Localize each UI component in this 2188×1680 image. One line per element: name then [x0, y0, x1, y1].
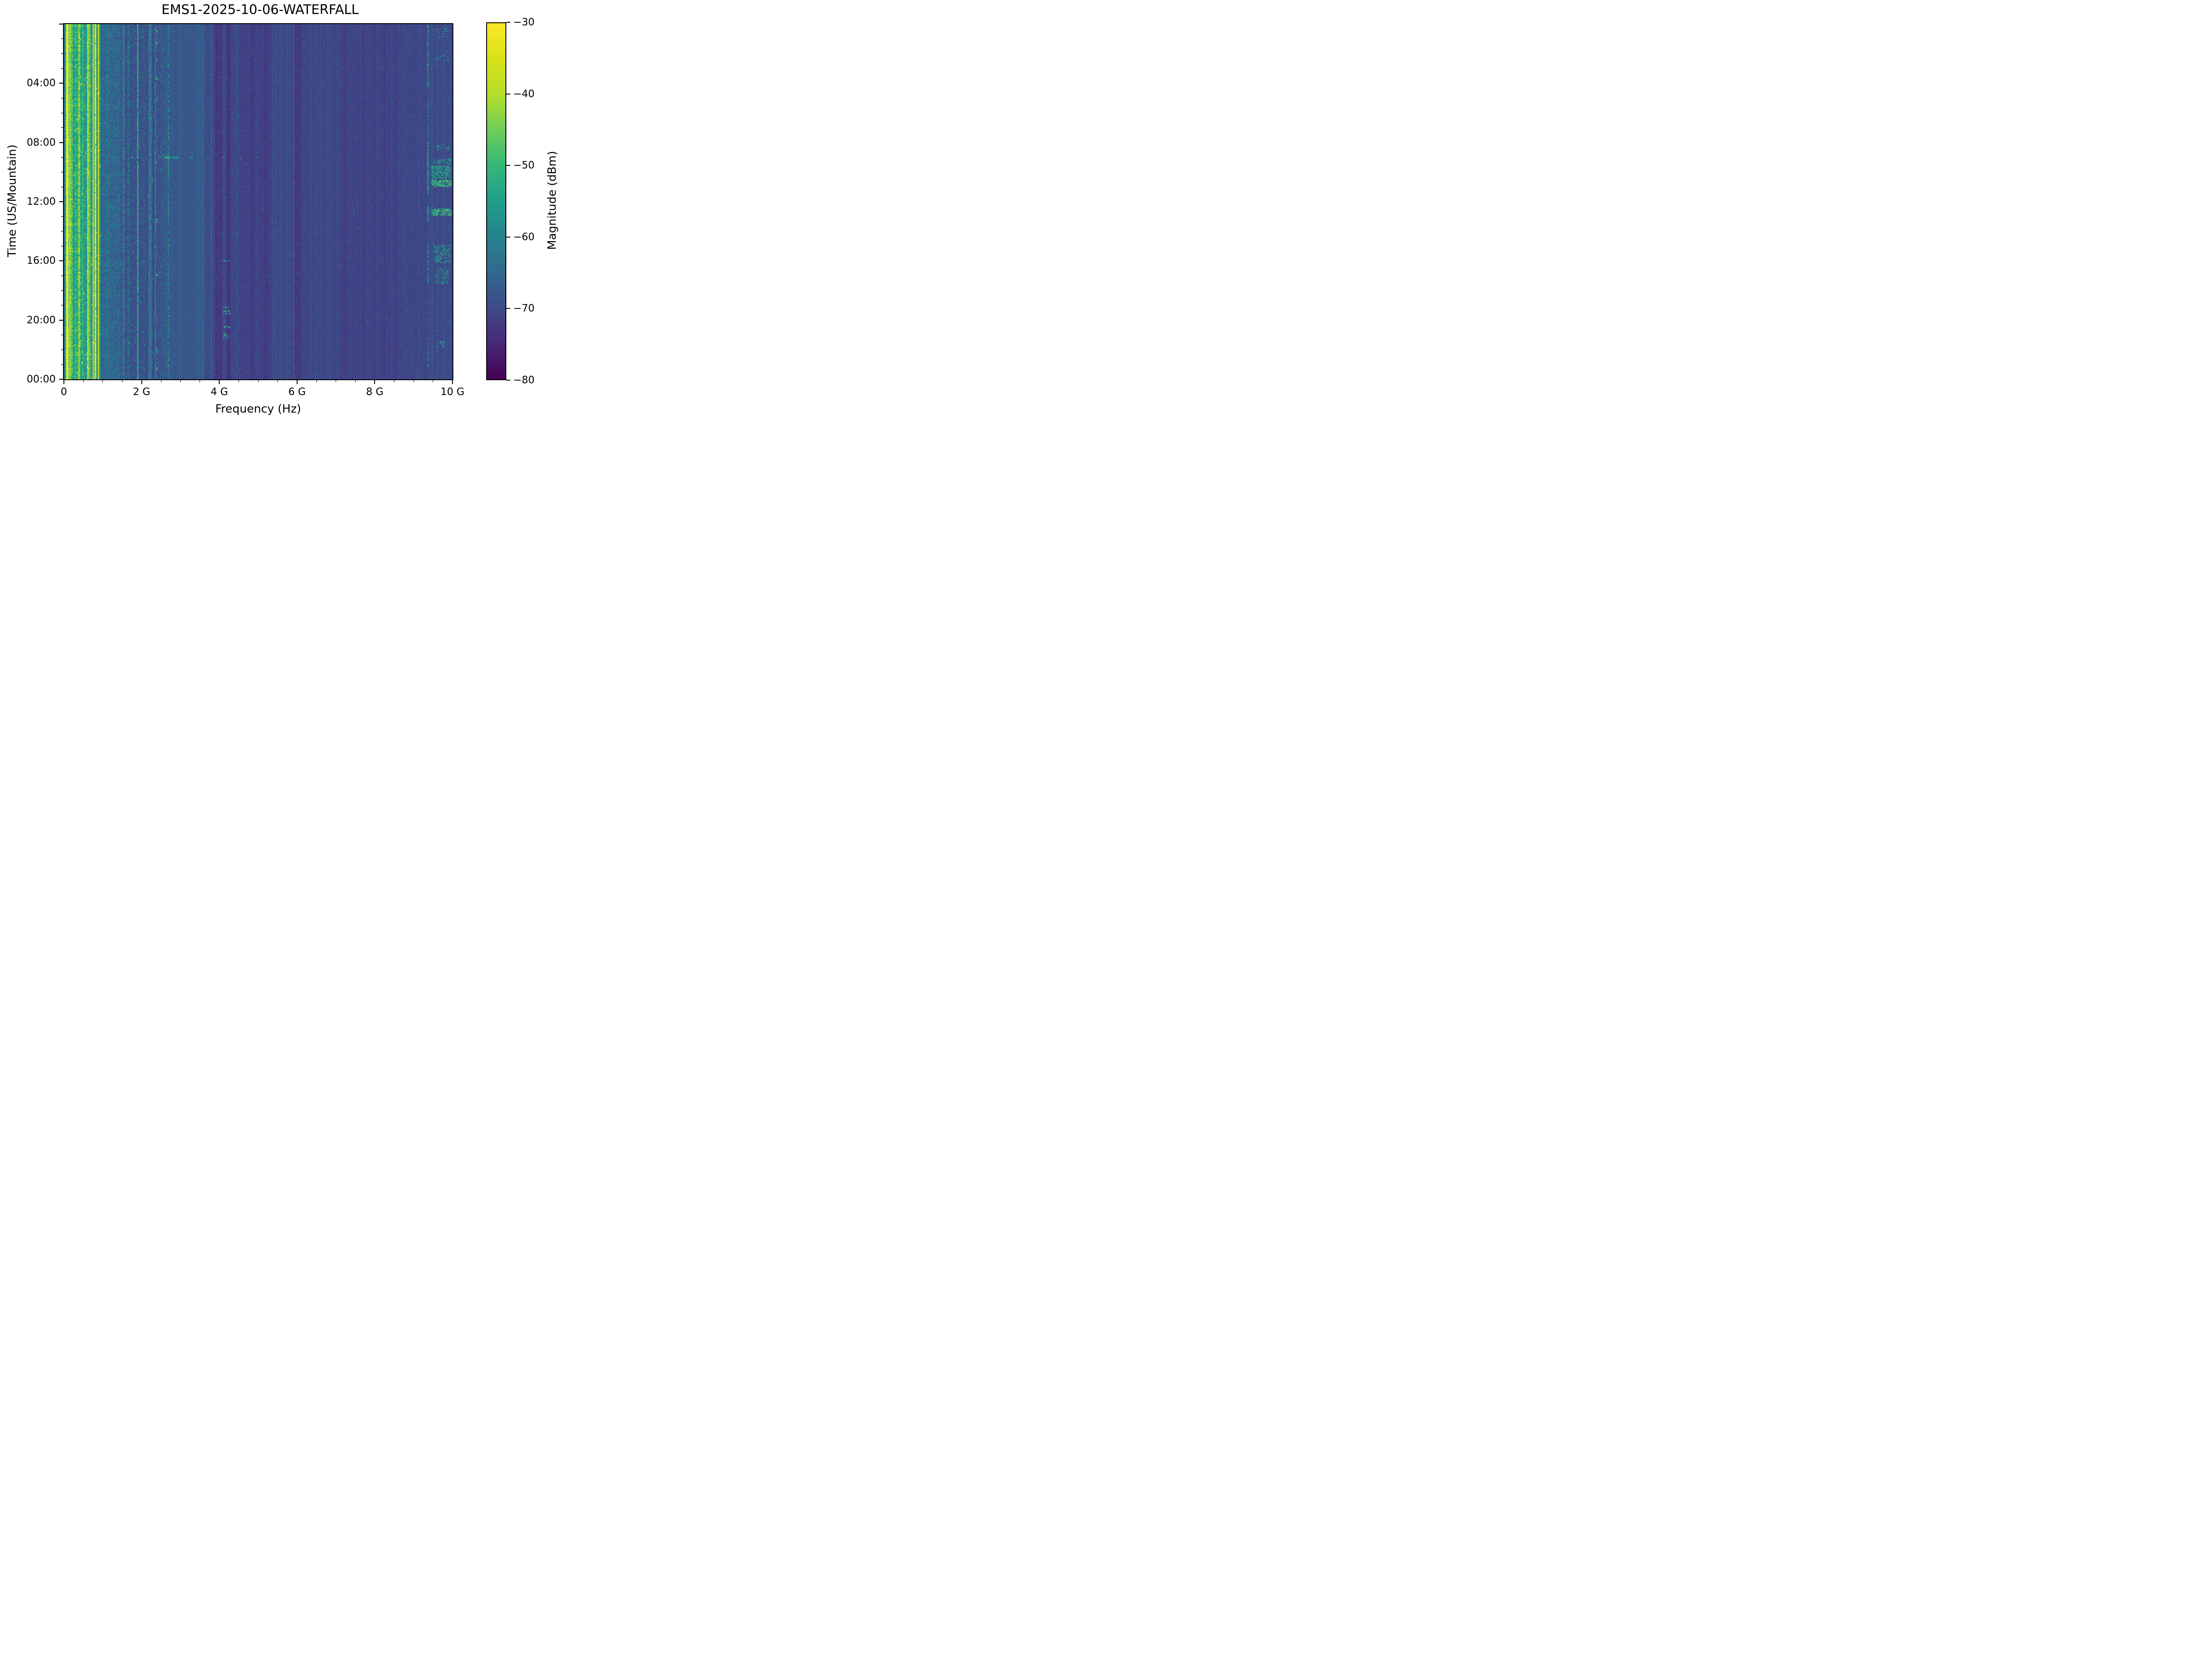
y-major-tick — [59, 201, 63, 202]
colorbar-tick-label: −60 — [513, 231, 535, 243]
y-tick-label: 08:00 — [27, 136, 56, 148]
x-major-tick — [296, 380, 298, 384]
x-minor-tick — [102, 380, 103, 382]
spectrogram-figure: EMS1-2025-10-06-WATERFALL 0 2 G 4 G 6 G 8 G 1… — [0, 0, 560, 420]
colorbar-tick — [506, 308, 510, 309]
y-major-tick — [59, 260, 63, 262]
chart-title: EMS1-2025-10-06-WATERFALL — [161, 2, 359, 18]
x-major-tick — [63, 380, 64, 384]
y-minor-tick — [61, 38, 63, 39]
x-tick-label: 10 G — [440, 386, 465, 398]
colorbar — [486, 22, 506, 380]
x-axis-label: Frequency (Hz) — [215, 402, 302, 416]
y-tick-label: 16:00 — [27, 255, 56, 267]
y-tick-label: 04:00 — [27, 77, 56, 89]
y-minor-tick — [61, 216, 63, 217]
x-minor-tick — [122, 380, 123, 382]
y-axis-label: Time (US/Mountain) — [6, 144, 19, 257]
colorbar-tick-label: −70 — [513, 303, 535, 315]
y-tick-label: 20:00 — [27, 314, 56, 326]
y-minor-tick — [61, 157, 63, 158]
y-tick-label: 12:00 — [27, 196, 56, 207]
colorbar-tick-label: −50 — [513, 160, 535, 172]
colorbar-tick-label: −80 — [513, 374, 535, 386]
x-major-tick — [374, 380, 375, 384]
x-tick-label: 8 G — [366, 386, 384, 398]
x-minor-tick — [238, 380, 239, 382]
y-major-tick — [59, 379, 63, 380]
colorbar-tick-label: −40 — [513, 88, 535, 100]
y-major-tick — [59, 142, 63, 143]
x-minor-tick — [83, 380, 84, 382]
y-minor-tick — [61, 53, 63, 54]
y-major-tick — [59, 83, 63, 84]
y-minor-tick — [61, 364, 63, 365]
y-minor-tick — [61, 290, 63, 291]
colorbar-tick — [506, 380, 510, 381]
x-major-tick — [219, 380, 220, 384]
y-minor-tick — [61, 68, 63, 69]
x-tick-label: 2 G — [133, 386, 151, 398]
x-major-tick — [141, 380, 142, 384]
x-major-tick — [452, 380, 453, 384]
x-tick-label: 6 G — [288, 386, 306, 398]
colorbar-tick — [506, 22, 510, 23]
y-minor-tick — [61, 127, 63, 128]
plot-area — [63, 23, 453, 380]
colorbar-tick — [506, 165, 510, 166]
x-minor-tick — [316, 380, 317, 382]
colorbar-tick — [506, 236, 510, 238]
x-minor-tick — [277, 380, 278, 382]
colorbar-label: Magnitude (dBm) — [546, 151, 559, 250]
y-tick-label: 00:00 — [27, 374, 56, 385]
waterfall-heatmap-canvas — [64, 24, 452, 379]
x-tick-label: 0 — [60, 386, 67, 398]
colorbar-tick-label: −30 — [513, 17, 535, 28]
x-minor-tick — [180, 380, 181, 382]
x-minor-tick — [258, 380, 259, 382]
x-tick-label: 4 G — [210, 386, 228, 398]
y-major-tick — [59, 319, 63, 321]
x-minor-tick — [355, 380, 356, 382]
